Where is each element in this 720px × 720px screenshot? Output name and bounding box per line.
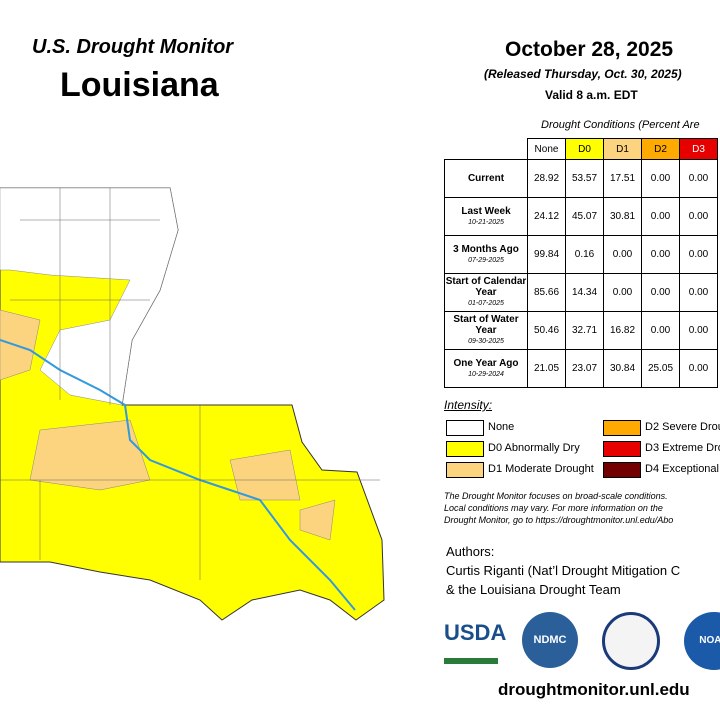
legend-swatch <box>603 441 641 457</box>
brand: U.S. Drought Monitor <box>32 36 234 58</box>
row: Start of Calendar Year 01-07-2025 85.66 14.… <box>444 273 718 312</box>
column-header: D0 <box>565 138 604 160</box>
column-header: None <box>527 138 566 160</box>
cell: 0.16 <box>565 235 604 274</box>
column-header: D3 <box>679 138 718 160</box>
row-label: Current <box>444 159 528 198</box>
legend-label: D0 Abnormally Dry <box>488 442 580 454</box>
cell: 0.00 <box>679 159 718 198</box>
row: Start of Water Year 09-30-2025 50.46 32.71 1… <box>444 311 718 350</box>
author-line: Curtis Riganti (Nat’l Drought Mitigation… <box>446 563 681 578</box>
cell: 50.46 <box>527 311 566 350</box>
cell: 0.00 <box>679 273 718 312</box>
cell: 14.34 <box>565 273 604 312</box>
cell: 28.92 <box>527 159 566 198</box>
logo-noaa: NOAA <box>684 612 720 670</box>
legend-title: Intensity: <box>444 398 493 412</box>
cell: 32.71 <box>565 311 604 350</box>
row-name: Start of Calendar Year <box>445 276 527 298</box>
row-name: Last Week <box>461 205 511 217</box>
cell: 85.66 <box>527 273 566 312</box>
cell: 0.00 <box>641 311 680 350</box>
table-caption: Drought Conditions (Percent Are <box>541 119 700 131</box>
row-date: 09-30-2025 <box>468 338 504 345</box>
cell: 0.00 <box>603 273 642 312</box>
legend-swatch <box>446 420 484 436</box>
legend-swatch <box>603 420 641 436</box>
cell: 99.84 <box>527 235 566 274</box>
map <box>0 187 385 621</box>
header-row: None D0 D1 D2 D3 <box>445 138 718 160</box>
cell: 16.82 <box>603 311 642 350</box>
cell: 45.07 <box>565 197 604 236</box>
state: Louisiana <box>60 66 219 104</box>
cell: 30.81 <box>603 197 642 236</box>
row-date: 01-07-2025 <box>468 300 504 307</box>
cell: 0.00 <box>679 311 718 350</box>
cell: 0.00 <box>679 349 718 388</box>
author-line: Authors: <box>446 544 495 559</box>
row-label: Start of Water Year 09-30-2025 <box>444 311 528 350</box>
legend-label: D2 Severe Droug <box>645 421 720 433</box>
legend-swatch <box>603 462 641 478</box>
footer-url: droughtmonitor.unl.edu <box>498 680 690 699</box>
legend-swatch <box>446 441 484 457</box>
river <box>0 339 356 611</box>
column-header: D2 <box>641 138 680 160</box>
legend-label: D3 Extreme Drou <box>645 442 720 454</box>
cell: 21.05 <box>527 349 566 388</box>
cell: 0.00 <box>641 273 680 312</box>
row-date: 07-29-2025 <box>468 256 504 264</box>
row-label: 3 Months Ago 07-29-2025 <box>444 235 528 274</box>
note-line: Drought Monitor, go to https://droughtmo… <box>444 515 674 525</box>
cell: 25.05 <box>641 349 680 388</box>
column-header: D1 <box>603 138 642 160</box>
released: (Released Thursday, Oct. 30, 2025) <box>484 67 682 81</box>
logo-doc <box>602 612 660 670</box>
d1-area <box>0 309 336 541</box>
row-name: 3 Months Ago <box>453 243 519 255</box>
legend-label: None <box>488 421 515 433</box>
row: One Year Ago 10-29-2024 21.05 23.07 30.84 25.… <box>444 349 718 388</box>
row-name: One Year Ago <box>453 357 519 369</box>
valid: Valid 8 a.m. EDT <box>545 88 638 102</box>
cell: 0.00 <box>641 197 680 236</box>
cell: 30.84 <box>603 349 642 388</box>
row-date: 10-29-2024 <box>468 370 504 378</box>
legend-swatch <box>446 462 484 478</box>
row-date: 10-21-2025 <box>468 218 504 226</box>
note-line: The Drought Monitor focuses on broad-sca… <box>444 491 668 501</box>
row: Last Week 10-21-2025 24.12 45.07 30.81 0.00 0.… <box>444 197 718 236</box>
cell: 23.07 <box>565 349 604 388</box>
row-label: Last Week 10-21-2025 <box>444 197 528 236</box>
logo-ndmc: NDMC <box>522 612 578 668</box>
date: October 28, 2025 <box>505 38 674 61</box>
note-line: Local conditions may vary. For more info… <box>444 503 663 513</box>
cell: 24.12 <box>527 197 566 236</box>
row: Current 28.92 53.57 17.51 0.00 0.00 <box>444 159 718 198</box>
none-area <box>0 187 179 406</box>
row-label: Start of Calendar Year 01-07-2025 <box>444 273 528 312</box>
legend-label: D4 Exceptional D <box>645 463 720 475</box>
cell: 0.00 <box>679 197 718 236</box>
row-name: Start of Water Year <box>453 314 519 336</box>
row-name: Current <box>467 173 505 184</box>
row: 3 Months Ago 07-29-2025 99.84 0.16 0.00 0.00 0… <box>444 235 718 274</box>
corner <box>445 139 528 160</box>
conditions-table: None D0 D1 D2 D3 Current 28.92 53.57 17.51 0.00 0.… <box>444 138 718 388</box>
cell: 0.00 <box>641 235 680 274</box>
logo-usda: USDA <box>444 620 506 664</box>
parish-lines <box>0 188 380 580</box>
legend-label: D1 Moderate Drought <box>488 463 594 475</box>
cell: 0.00 <box>641 159 680 198</box>
author-line: & the Louisiana Drought Team <box>446 582 621 597</box>
row-label: One Year Ago 10-29-2024 <box>444 349 528 388</box>
cell: 0.00 <box>603 235 642 274</box>
cell: 0.00 <box>679 235 718 274</box>
cell: 17.51 <box>603 159 642 198</box>
cell: 53.57 <box>565 159 604 198</box>
